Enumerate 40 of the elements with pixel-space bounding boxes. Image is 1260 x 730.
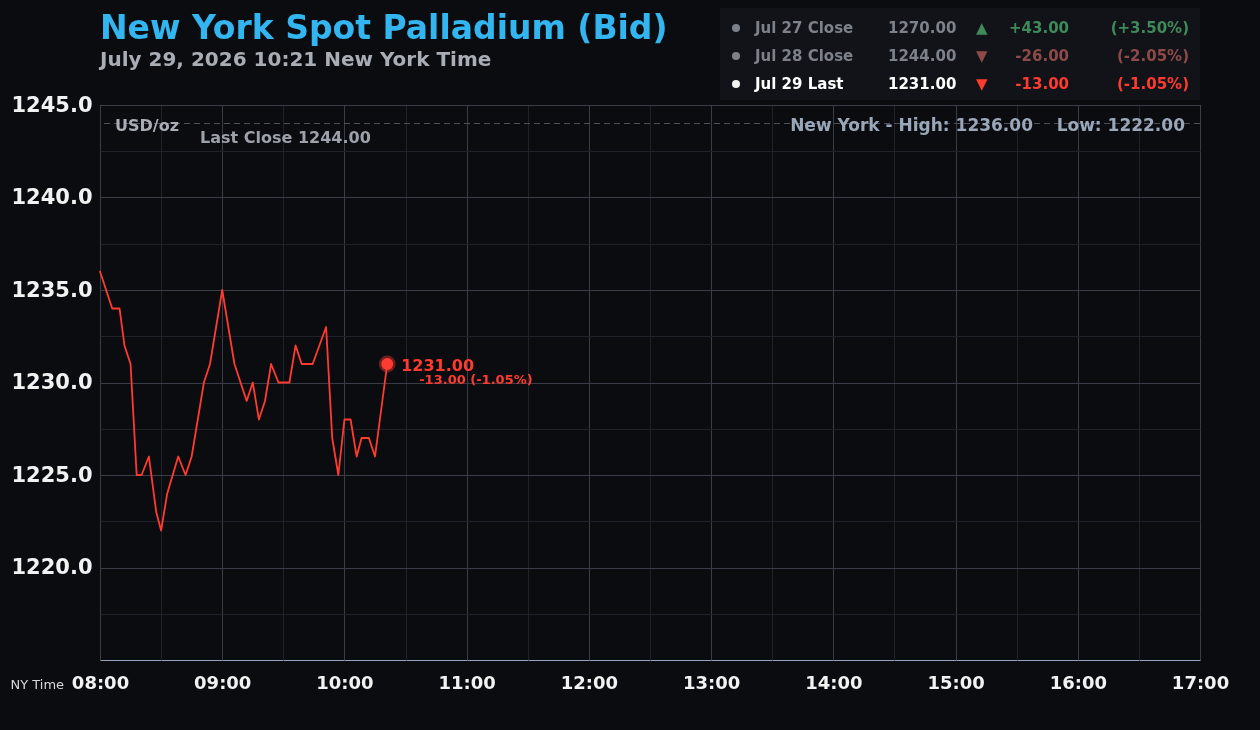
chart-title: New York Spot Palladium (Bid) [100,8,668,47]
text: 1270.00 [888,19,957,37]
text: Jul 27 Close [755,19,854,37]
y-tick-label: 1220.0 [11,555,93,579]
text: ▲ [976,19,988,37]
x-tick-label: 16:00 [1049,671,1107,693]
annotation: 1231.00 [401,356,475,375]
y-tick-label: 1225.0 [11,462,93,487]
y-tick-label: 1235.0 [11,277,93,302]
x-tick-label: 08:00 [71,671,130,693]
text: -13.00 [1015,75,1069,93]
annotation: -13.00 (-1.05%) [419,372,533,387]
annotation: Low: 1222.00 [1056,115,1186,135]
text: (-1.05%) [1117,75,1189,93]
text: ▼ [976,75,988,93]
x-tick-label: 17:00 [1171,671,1230,693]
text: Jul 28 Close [755,47,854,65]
text: (+3.50%) [1110,19,1189,37]
x-tick-label: 10:00 [316,671,374,693]
text: (-2.05%) [1117,47,1189,65]
x-tick-label: 15:00 [927,671,985,693]
ref-line-label: Last Close 1244.00 [200,127,371,147]
text: 1244.00 [888,47,957,65]
x-tick-label: 09:00 [194,671,252,693]
chart-subtitle: July 29, 2026 10:21 New York Time [98,47,492,71]
annotation: New York - High: 1236.00 [790,115,1034,135]
x-axis-title: NY Time [10,676,65,692]
x-tick-label: 14:00 [805,671,863,693]
y-tick-label: 1230.0 [11,370,93,394]
y-tick-label: 1245.0 [11,92,93,117]
x-tick-label: 13:00 [682,671,741,693]
x-tick-label: 12:00 [560,671,619,693]
text: +43.00 [1008,19,1069,37]
text: -26.00 [1015,47,1069,65]
text: Jul 29 Last [755,75,844,93]
text: 1231.00 [888,75,957,93]
y-axis-title: USD/oz [115,116,179,135]
y-tick-label: 1240.0 [11,185,93,209]
x-tick-label: 11:00 [438,671,496,693]
text: ▼ [976,47,988,65]
